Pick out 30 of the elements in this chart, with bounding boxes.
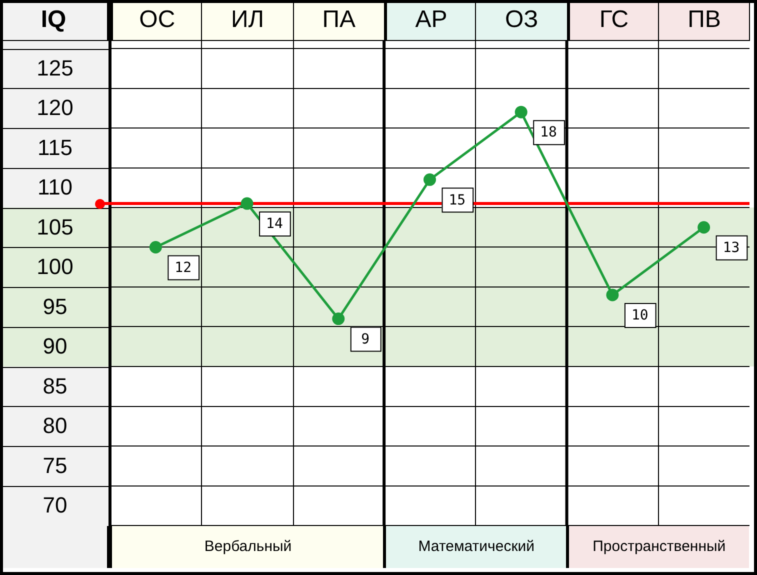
annotation: 14 [266, 216, 283, 232]
y-tick-label: 95 [42, 294, 68, 319]
x-tick-label: ОС [110, 0, 202, 41]
x-tick-label: АР [384, 0, 476, 41]
text: Математический [383, 526, 567, 568]
y-tick-label: 100 [36, 254, 74, 280]
x-tick-label: ПА [292, 0, 386, 41]
annotation: 18 [540, 124, 557, 141]
text: Вербальный [109, 526, 384, 568]
y-tick-label: 110 [37, 174, 73, 200]
y-tick-label: 75 [42, 452, 68, 478]
x-tick-label: ГС [566, 0, 660, 41]
annotation: 15 [448, 192, 466, 208]
x-tick-label: ИЛ [201, 0, 294, 41]
annotation: 12 [174, 260, 192, 276]
text: Пространственный [566, 526, 750, 568]
y-tick-label: 80 [42, 413, 68, 438]
x-tick-label: ПВ [658, 0, 750, 41]
annotation: 13 [722, 240, 740, 256]
y-tick-label: 90 [42, 334, 68, 359]
y-tick-label: 120 [36, 95, 74, 120]
annotation: 10 [631, 308, 648, 324]
x-tick-label: ОЗ [475, 0, 568, 41]
y-axis-title: IQ [0, 0, 110, 41]
y-tick-label: 115 [37, 134, 73, 160]
y-tick-label: 85 [42, 373, 68, 398]
y-tick-label: 70 [42, 492, 68, 518]
annotation: 9 [361, 331, 370, 348]
y-tick-label: 125 [36, 55, 74, 80]
y-tick-label: 105 [36, 214, 74, 240]
